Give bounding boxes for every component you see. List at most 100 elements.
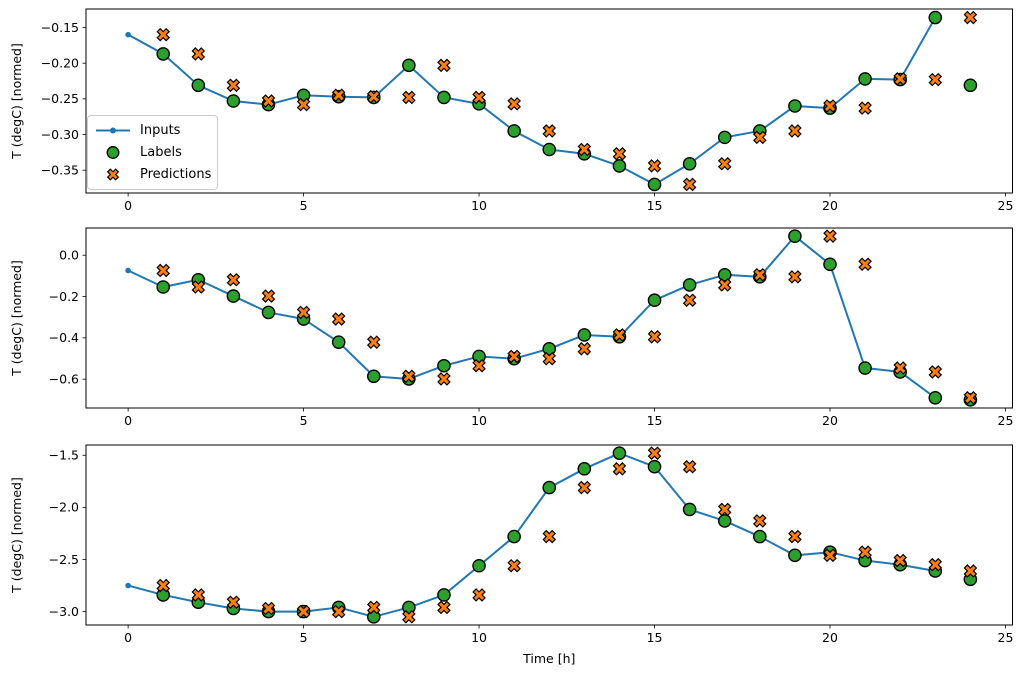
- predictions-marker: [472, 358, 486, 373]
- y-tick-label: −0.6: [49, 371, 79, 386]
- labels-marker: [963, 78, 978, 93]
- y-axis-label: T (degC) [normed]: [9, 477, 24, 594]
- predictions-marker: [542, 124, 557, 138]
- legend-item-predictions: Predictions: [94, 163, 211, 185]
- predictions-marker: [928, 365, 943, 379]
- labels-marker: [717, 514, 732, 528]
- y-tick-label: −0.30: [41, 127, 79, 142]
- labels-marker: [226, 94, 241, 108]
- predictions-marker: [331, 88, 346, 103]
- predictions-marker: [472, 588, 486, 602]
- predictions-marker: [893, 361, 907, 375]
- y-tick-label: −0.4: [49, 330, 79, 345]
- predictions-marker: [858, 257, 872, 272]
- x-tick-label: 0: [124, 630, 132, 645]
- y-tick-label: −0.25: [41, 91, 79, 106]
- inputs-point-marker: [125, 31, 131, 38]
- predictions-marker: [156, 578, 170, 593]
- subplot-2: 0 5 10 15 20 25 0.0 −0.2 −0.4 −0.6 T (degC) [norme…: [9, 227, 1013, 428]
- inputs-dot-sample: [110, 127, 116, 133]
- predictions-marker: [472, 90, 486, 105]
- predictions-marker: [788, 529, 802, 544]
- predictions-marker: [893, 72, 907, 86]
- labels-marker: [226, 289, 241, 303]
- y-tick-label: −0.20: [41, 56, 79, 71]
- labels-marker: [788, 548, 802, 563]
- labels-marker: [858, 361, 872, 375]
- predictions-marker: [507, 97, 521, 111]
- labels-marker: [542, 341, 557, 356]
- x-tick-label: 0: [124, 413, 132, 428]
- predictions-marker: [191, 47, 206, 61]
- labels-marker: [261, 305, 276, 320]
- predictions-marker: [366, 89, 381, 104]
- x-tick-label: 5: [300, 630, 308, 645]
- labels-marker: [507, 124, 521, 138]
- predictions-marker: [507, 349, 521, 364]
- y-tick-label: −1.5: [49, 448, 79, 463]
- predictions-marker: [437, 600, 451, 615]
- predictions-marker: [647, 159, 662, 173]
- predictions-marker: [226, 272, 241, 287]
- labels-marker: [682, 502, 697, 517]
- x-axis-label: Time [h]: [522, 651, 575, 666]
- predictions-marker: [647, 330, 662, 344]
- labels-circle-sample: [106, 145, 120, 159]
- x-tick-label: 20: [822, 630, 838, 645]
- x-tick-label: 10: [471, 198, 487, 213]
- labels-marker: [402, 58, 416, 73]
- subplot-3: 0 5 10 15 20 25 −1.5 −2.0 −2.5 −3.0 T (degC) [norm…: [9, 444, 1013, 666]
- x-tick-label: 20: [822, 198, 838, 213]
- predictions-marker: [858, 101, 872, 115]
- labels-marker: [612, 446, 627, 460]
- predictions-marker: [753, 130, 767, 145]
- predictions-marker: [437, 372, 451, 386]
- predictions-marker: [226, 78, 241, 93]
- predictions-marker: [542, 351, 557, 366]
- inputs-line: [127, 452, 936, 618]
- labels-marker: [612, 159, 627, 173]
- axes-frame: [85, 444, 1013, 626]
- predictions-marker: [753, 514, 767, 528]
- predictions-marker: [788, 124, 802, 138]
- labels-marker: [437, 358, 451, 373]
- labels-marker: [858, 72, 872, 86]
- labels-marker: [788, 99, 802, 113]
- predictions-marker: [647, 446, 662, 460]
- x-tick-label: 5: [300, 198, 308, 213]
- predictions-marker: [296, 604, 311, 619]
- inputs-point-marker: [125, 582, 131, 589]
- predictions-marker: [928, 557, 943, 572]
- labels-marker: [788, 229, 802, 243]
- y-axis-label: T (degC) [normed]: [9, 43, 24, 160]
- predictions-marker: [717, 156, 732, 171]
- inputs-line: [127, 17, 937, 186]
- labels-marker: [507, 529, 521, 544]
- predictions-marker: [507, 558, 521, 573]
- labels-marker: [682, 278, 697, 292]
- y-axis-label: T (degC) [normed]: [9, 260, 24, 377]
- x-tick-label: 25: [998, 413, 1014, 428]
- predictions-marker: [191, 588, 206, 602]
- labels-marker: [577, 328, 592, 342]
- predictions-marker: [226, 595, 241, 610]
- y-tick-label: 0.0: [59, 247, 79, 262]
- x-tick-label: 15: [647, 198, 663, 213]
- labels-marker: [823, 257, 837, 272]
- legend-item-labels: Labels: [94, 141, 211, 163]
- predictions-marker: [963, 10, 978, 25]
- predictions-marker: [928, 72, 943, 87]
- labels-marker: [191, 78, 206, 93]
- y-tick-label: −2.5: [49, 552, 79, 567]
- predictions-marker: [682, 459, 697, 474]
- y-tick-label: −0.35: [41, 162, 79, 177]
- predictions-marker: [788, 270, 802, 284]
- labels-marker: [542, 480, 557, 495]
- inputs-line: [127, 235, 936, 399]
- axes-frame: [85, 8, 1013, 194]
- predictions-marker: [823, 229, 837, 243]
- predictions-marker: [331, 312, 346, 326]
- predictions-marker: [963, 564, 978, 578]
